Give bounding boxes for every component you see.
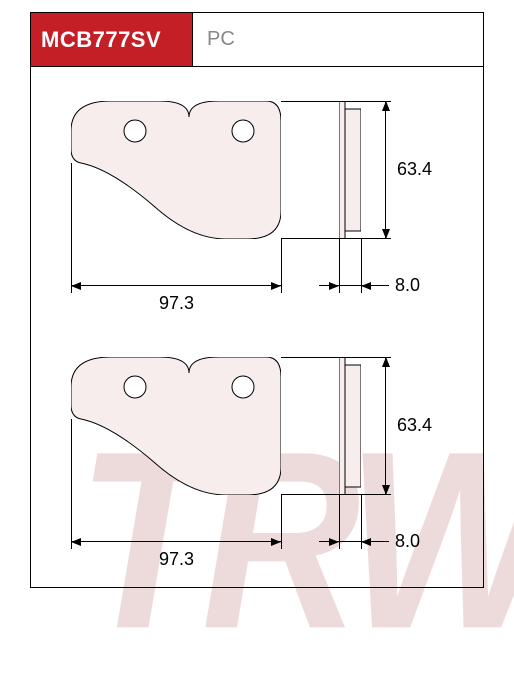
header: MCB777SV PC (31, 13, 483, 67)
header-variant-box: PC (193, 13, 483, 66)
brake-pad-front-1 (71, 101, 281, 239)
diagram-frame: MCB777SV PC 63.4 97.3 (30, 12, 484, 588)
arrow-up-icon (382, 101, 390, 111)
product-code: MCB777SV (41, 27, 161, 53)
arrow-left-icon (361, 538, 371, 546)
dim-line-h (71, 285, 281, 286)
dim-ext-line (71, 163, 72, 293)
variant-code: PC (207, 28, 235, 51)
dim-ext-line (281, 495, 282, 549)
arrow-left-icon (71, 538, 81, 546)
dim-ext-line (281, 101, 391, 102)
brake-pad-front-2 (71, 357, 281, 495)
arrow-left-icon (71, 282, 81, 290)
dim-height-2: 63.4 (397, 415, 432, 436)
arrow-right-icon (271, 282, 281, 290)
dim-thickness-1: 8.0 (395, 275, 420, 296)
brake-pad-side-1 (339, 101, 361, 239)
arrow-down-icon (382, 229, 390, 239)
dim-width-1: 97.3 (159, 293, 194, 314)
dim-line-v (385, 357, 386, 495)
dim-ext-line (281, 238, 391, 239)
dim-ext-line (281, 357, 391, 358)
dim-line-v (385, 101, 386, 239)
header-product-code-box: MCB777SV (31, 13, 193, 66)
arrow-right-icon (329, 538, 339, 546)
arrow-down-icon (382, 485, 390, 495)
dim-ext-line (281, 494, 391, 495)
brake-pad-side-2 (339, 357, 361, 495)
arrow-up-icon (382, 357, 390, 367)
diagram-content: 63.4 97.3 8.0 63.4 (31, 67, 483, 587)
dim-width-2: 97.3 (159, 549, 194, 570)
dim-line-h (71, 541, 281, 542)
dim-ext-line (71, 419, 72, 549)
arrow-right-icon (329, 282, 339, 290)
dim-height-1: 63.4 (397, 159, 432, 180)
dim-thickness-2: 8.0 (395, 531, 420, 552)
dim-ext-line (281, 239, 282, 293)
arrow-right-icon (271, 538, 281, 546)
arrow-left-icon (361, 282, 371, 290)
